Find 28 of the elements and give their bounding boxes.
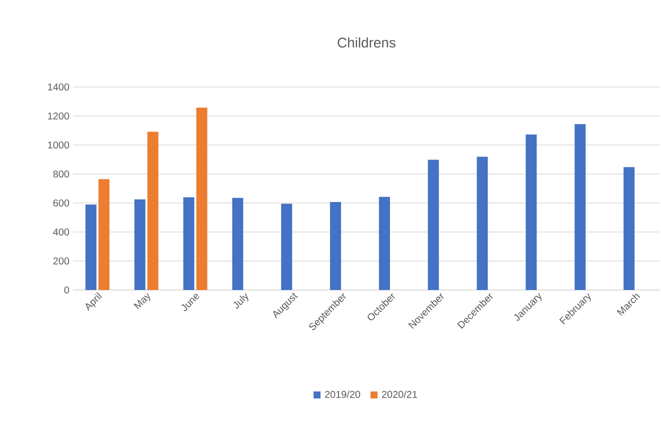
bar xyxy=(98,179,110,290)
y-tick-label: 1000 xyxy=(48,141,70,149)
chart-title: Childrens xyxy=(338,37,396,48)
y-tick-label: 200 xyxy=(53,257,70,265)
y-tick-label: 400 xyxy=(53,228,70,236)
bar xyxy=(624,167,635,290)
bar xyxy=(526,134,537,290)
bar xyxy=(232,198,244,290)
bar xyxy=(281,204,292,290)
legend-label: 2020/21 xyxy=(382,390,418,398)
bar xyxy=(330,202,342,290)
x-tick-label: May xyxy=(134,292,150,310)
y-tick-label: 1400 xyxy=(48,83,70,91)
bar xyxy=(147,132,158,290)
y-tick-label: 0 xyxy=(64,286,70,294)
y-tick-label: 600 xyxy=(53,199,70,207)
bar xyxy=(183,197,194,290)
bar xyxy=(85,204,96,290)
y-tick-label: 800 xyxy=(53,170,70,178)
legend-label: 2019/20 xyxy=(325,390,360,398)
bar xyxy=(428,160,439,290)
bar xyxy=(574,124,586,290)
bar xyxy=(196,108,208,290)
bar xyxy=(134,199,146,290)
bar xyxy=(378,196,390,290)
bar xyxy=(476,156,488,290)
x-tick-label: July xyxy=(233,293,248,308)
y-tick-label: 1200 xyxy=(48,112,70,120)
